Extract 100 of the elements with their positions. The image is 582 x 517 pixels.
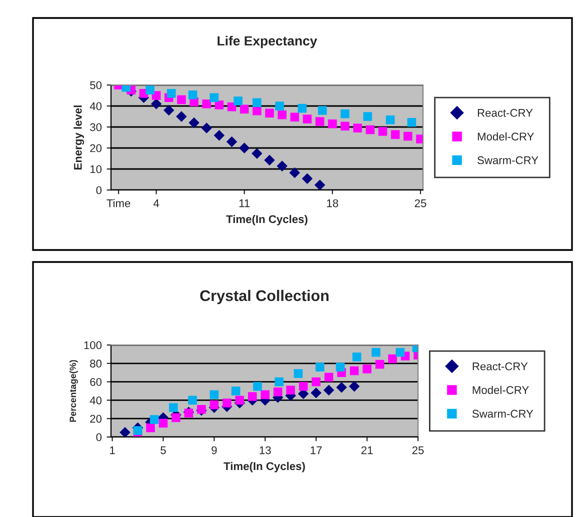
y-tick-label: 40	[90, 396, 102, 404]
point	[318, 106, 327, 115]
point	[146, 86, 154, 94]
x-tick-label: 25	[412, 446, 424, 454]
point	[294, 369, 303, 378]
point	[133, 426, 142, 435]
point	[362, 364, 372, 374]
point	[372, 348, 380, 357]
point	[172, 413, 180, 422]
point	[201, 122, 212, 134]
point	[314, 180, 326, 190]
point	[226, 136, 238, 148]
point	[363, 112, 372, 121]
point	[298, 382, 308, 391]
y-tick-label: 40	[90, 102, 102, 110]
point	[315, 117, 324, 126]
point	[214, 130, 225, 141]
x-tick-label: Time	[106, 199, 130, 208]
point	[252, 106, 262, 116]
point	[260, 390, 270, 400]
y-tick-label: 60	[90, 378, 102, 386]
y-tick-label: 10	[90, 165, 102, 174]
y-tick-label: 20	[90, 144, 102, 152]
x-tick-label: 21	[361, 446, 373, 454]
point	[188, 117, 200, 128]
y-tick-label: 0	[96, 433, 102, 442]
point	[252, 98, 262, 108]
point	[177, 95, 186, 104]
y-tick-label: 20	[90, 414, 102, 423]
legend-label: React-CRY	[472, 362, 528, 370]
point	[375, 360, 384, 369]
point	[275, 102, 284, 110]
point	[388, 354, 397, 364]
point	[248, 392, 257, 401]
point	[150, 415, 159, 424]
y-axis-title: Percentage(%)	[69, 360, 78, 422]
x-tick-label: 17	[310, 446, 322, 454]
x-axis-title: Time(In Cycles)	[226, 214, 308, 226]
point	[302, 114, 312, 124]
y-axis-title: Energy level	[74, 106, 84, 170]
point	[340, 122, 350, 131]
point	[302, 173, 313, 184]
y-tick-label: 100	[84, 341, 102, 350]
point	[146, 423, 155, 432]
x-tick-label: 4	[153, 199, 160, 208]
x-axis-title: Time(In Cycles)	[224, 462, 305, 472]
x-tick-label: 1	[110, 446, 115, 454]
legend-label: Model-CRY	[472, 386, 529, 394]
point	[238, 142, 250, 154]
point	[231, 386, 240, 396]
point	[350, 366, 359, 376]
point	[310, 387, 322, 398]
point	[396, 348, 405, 357]
point	[273, 388, 282, 396]
point	[278, 110, 286, 120]
point	[222, 398, 232, 408]
y-tick-label: 80	[90, 360, 102, 368]
x-tick-label: 13	[260, 446, 271, 454]
point	[163, 104, 174, 116]
y-tick-label: 50	[90, 81, 102, 90]
point	[202, 100, 212, 108]
point	[210, 400, 219, 410]
chart-title: Life Expectancy	[218, 36, 318, 48]
point	[169, 403, 178, 412]
y-tick-label: 30	[90, 123, 102, 132]
y-tick-label: 0	[96, 186, 102, 194]
legend-label: Swarm-CRY	[478, 156, 538, 164]
point	[348, 381, 360, 392]
point	[386, 115, 395, 124]
point	[353, 124, 362, 132]
point	[210, 93, 219, 102]
legend-label: Swarm-CRY	[472, 410, 534, 418]
legend-label: React-CRY	[478, 108, 533, 117]
x-tick-label: 25	[414, 199, 426, 208]
point	[336, 382, 347, 393]
point	[328, 119, 337, 128]
point	[265, 108, 274, 118]
point	[214, 100, 224, 110]
point	[340, 109, 350, 118]
point	[234, 96, 242, 106]
point	[166, 89, 176, 98]
point	[390, 130, 400, 139]
point	[324, 372, 334, 382]
point	[150, 98, 162, 110]
point	[289, 167, 300, 178]
point	[378, 127, 388, 136]
x-tick-label: 18	[327, 199, 338, 208]
point	[264, 154, 275, 166]
point	[323, 384, 334, 396]
x-tick-label: 9	[212, 446, 217, 454]
point	[336, 362, 345, 372]
chart-title: Crystal Collection	[200, 290, 329, 304]
legend-label: Model-CRY	[478, 132, 534, 140]
point	[274, 377, 284, 386]
point	[120, 427, 130, 437]
point	[188, 396, 197, 405]
point	[158, 418, 168, 428]
x-tick-label: 5	[160, 446, 166, 454]
point	[298, 104, 307, 113]
point	[407, 118, 416, 127]
